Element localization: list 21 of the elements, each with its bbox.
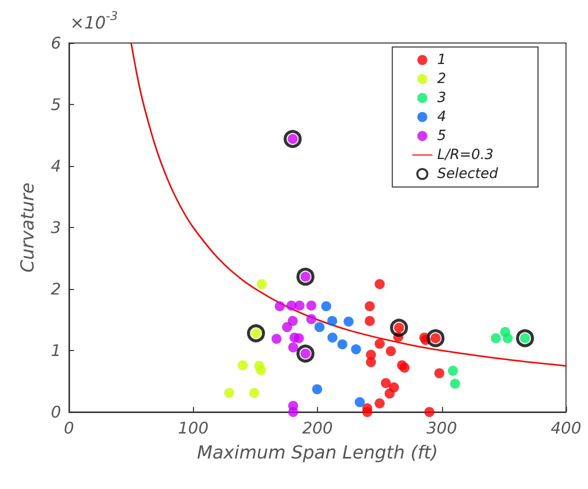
legend-label: L/R=0.3: [437, 147, 494, 163]
legend-label: 4: [437, 109, 446, 125]
legend-label: 3: [437, 90, 446, 106]
x-tick-label: 300: [426, 418, 458, 438]
y-tick-label: 4: [50, 156, 61, 176]
y-tick-label: 6: [50, 34, 61, 52]
legend-label: Selected: [437, 166, 498, 182]
x-axis-title: Maximum Span Length (ft): [197, 442, 438, 464]
y-tick-label: 5: [50, 95, 61, 114]
y-tick-label: 0: [50, 402, 61, 422]
legend-label: 5: [437, 128, 446, 144]
y-tick-label: 3: [50, 218, 61, 237]
legend-label: 1: [437, 52, 446, 68]
x-tick-label: 0: [64, 418, 74, 438]
y-tick-label: 2: [50, 280, 61, 298]
x-tick-label: 200: [302, 418, 333, 438]
x-tick-label: 100: [178, 418, 209, 438]
x-tick-label: 400: [550, 418, 582, 438]
y-axis-title: Curvature: [18, 182, 38, 272]
legend-label: 2: [437, 71, 446, 87]
y-tick-label: 1: [50, 341, 61, 360]
